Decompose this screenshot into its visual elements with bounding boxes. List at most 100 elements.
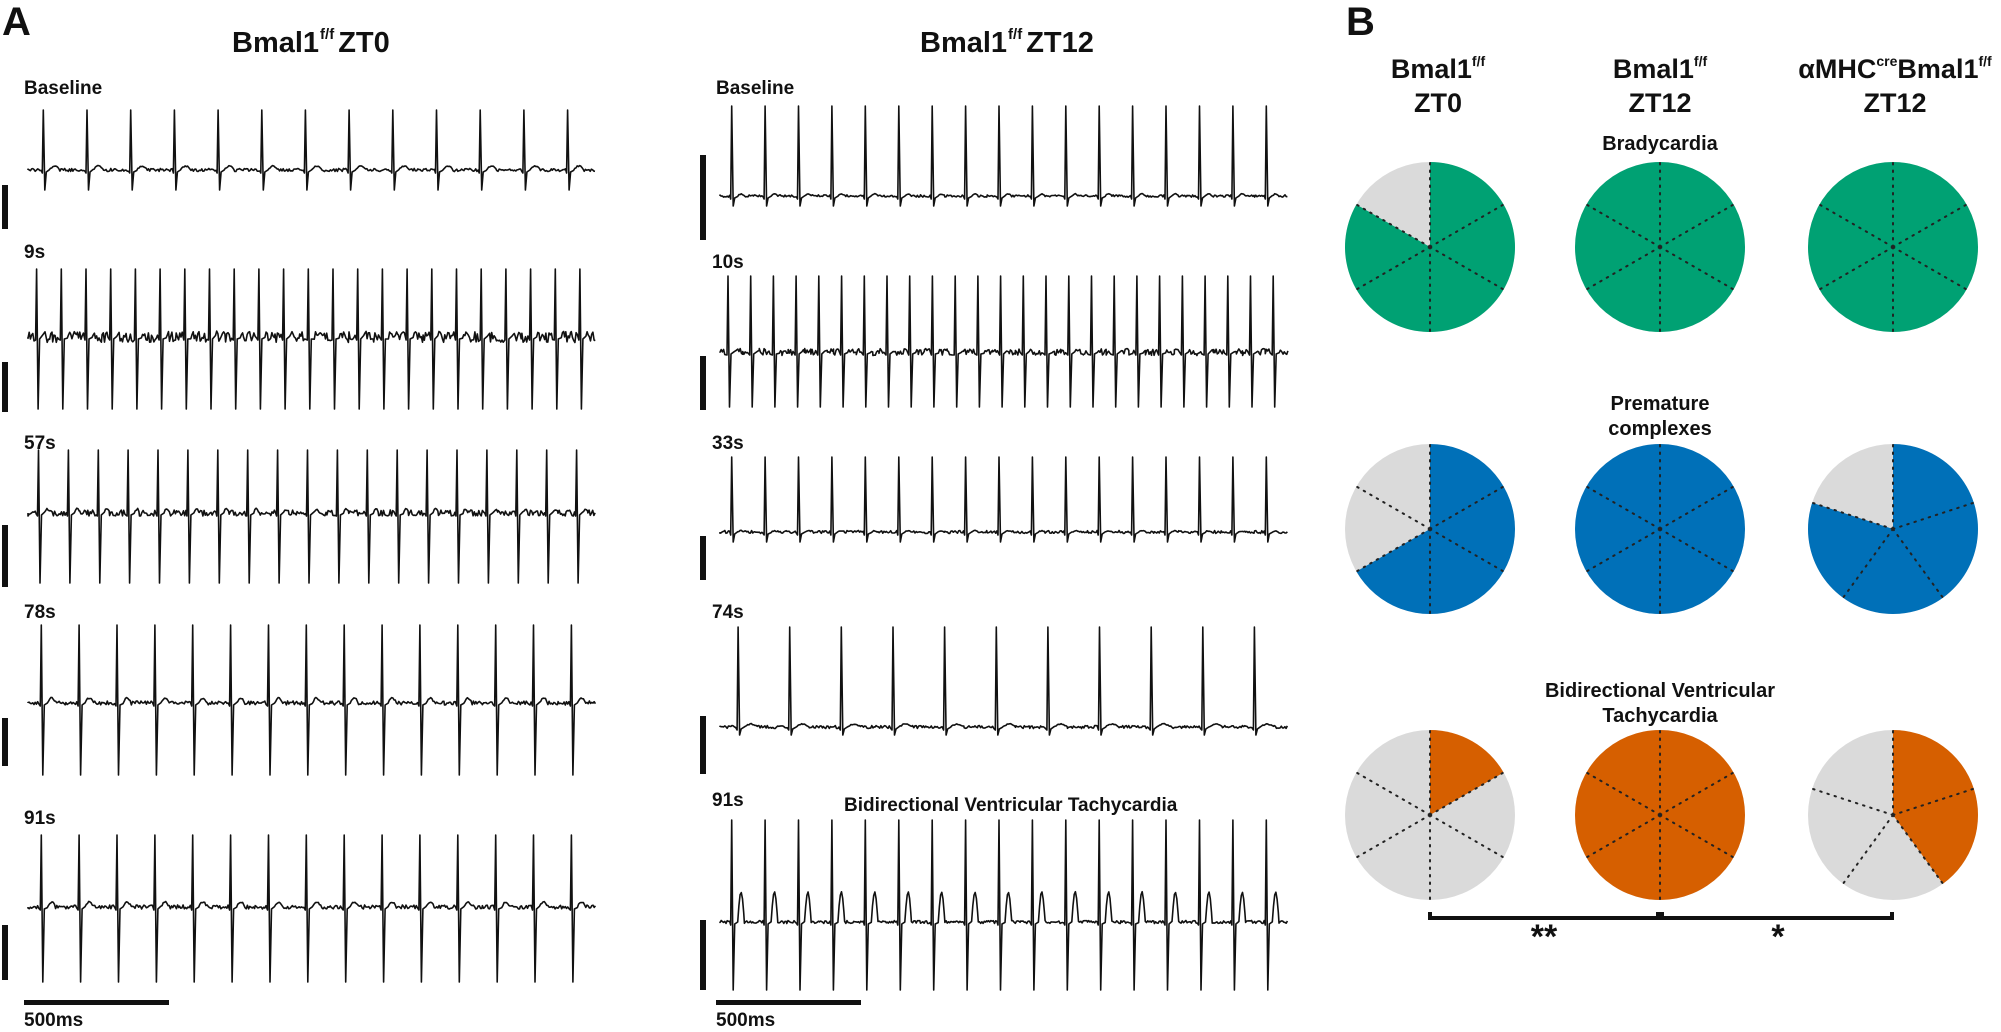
row-title-bvt: Bidirectional Ventricular Tachycardia: [1510, 679, 1810, 729]
group-header-zt0: Bmal1f/f ZT0: [1388, 44, 1488, 120]
pie-divider: [1659, 203, 1735, 248]
title-name: Bmal1: [920, 27, 1008, 59]
pie-divider: [1585, 203, 1661, 248]
row-title-line: Bradycardia: [1602, 133, 1718, 155]
ecg-waveform: [719, 626, 1289, 736]
ecg-waveform: [27, 449, 596, 584]
pie-divider: [1659, 814, 1735, 859]
pie-divider: [1659, 528, 1735, 573]
panel-b-letter: B: [1346, 0, 1375, 44]
trace-label: 10s: [712, 252, 744, 273]
group-header-amhc: αMHCcreBmal1f/f ZT12: [1790, 44, 2000, 120]
pie-divider: [1892, 787, 1975, 816]
significance-stars-left: **: [1530, 918, 1558, 956]
ecg-waveform: [719, 456, 1288, 543]
title-sup: f/f: [1008, 26, 1023, 43]
group-prefix-sup: cre: [1876, 53, 1898, 69]
trace-label: 9s: [24, 242, 46, 263]
pie-divider: [1892, 203, 1968, 248]
pie-divider: [1818, 246, 1894, 291]
group-sup: f/f: [1693, 53, 1708, 69]
trace-label: 74s: [712, 602, 744, 623]
group-prefix: αMHC: [1798, 54, 1877, 84]
pie-bvt-zt12: [1575, 729, 1745, 901]
group-line2: ZT12: [1628, 88, 1692, 118]
pie-divider: [1811, 787, 1894, 816]
group-sup: f/f: [1471, 53, 1486, 69]
pie-bvt-zt0: [1345, 729, 1515, 901]
pie-affected-slice: [1893, 730, 1979, 884]
pie-premature-zt0: [1345, 443, 1516, 615]
panel-a-left-title: Bmal1f/f ZT0: [232, 26, 390, 60]
group-line2: ZT12: [1863, 88, 1927, 118]
trace-label: Baseline: [716, 78, 795, 99]
bvt-annotation: Bidirectional Ventricular Tachycardia: [844, 795, 1178, 816]
ecg-waveform: [719, 819, 1289, 991]
trace-label: 91s: [712, 790, 744, 811]
significance-stars-right: *: [1771, 918, 1785, 956]
amplitude-scale-bar: [2, 925, 8, 980]
pie-divider: [1892, 528, 1944, 599]
ecg-waveform: [27, 109, 596, 191]
trace-label: 91s: [24, 808, 56, 829]
trace-label: 78s: [24, 602, 56, 623]
row-title-bradycardia: Bradycardia: [1560, 132, 1760, 157]
pie-divider: [1355, 203, 1431, 248]
panel-a-right-title: Bmal1f/f ZT12: [920, 26, 1094, 60]
pie-divider: [1429, 528, 1505, 573]
title-name: Bmal1: [232, 27, 320, 59]
pie-divider: [1429, 814, 1505, 859]
amplitude-scale-bar: [2, 185, 8, 229]
time-scale-label: 500ms: [716, 1010, 776, 1031]
amplitude-scale-bar: [2, 718, 8, 766]
pie-divider: [1811, 501, 1894, 530]
time-scale-label: 500ms: [24, 1010, 84, 1031]
group-name: Bmal1: [1612, 54, 1694, 84]
pie-divider: [1429, 771, 1505, 816]
title-suffix: ZT12: [1026, 27, 1094, 59]
group-name: Bmal1: [1390, 54, 1472, 84]
pie-affected-slice: [1356, 444, 1516, 614]
pie-bradycardia-zt12: [1575, 161, 1745, 333]
pie-divider: [1585, 246, 1661, 291]
pie-divider: [1892, 246, 1968, 291]
ecg-waveform: [27, 268, 596, 410]
significance-bracket-right: [1660, 912, 1894, 920]
time-scale-bar: [24, 1000, 169, 1005]
group-name: Bmal1: [1897, 54, 1979, 84]
row-title-line: Premature: [1610, 393, 1710, 415]
pie-bvt-amhc: [1808, 729, 1979, 900]
trace-label: 33s: [712, 433, 744, 454]
pie-divider: [1659, 485, 1735, 530]
pie-divider: [1585, 485, 1661, 530]
pie-divider: [1659, 771, 1735, 816]
pie-divider: [1585, 814, 1661, 859]
pie-divider: [1892, 814, 1944, 885]
pie-divider: [1818, 203, 1894, 248]
row-title-line: complexes: [1608, 418, 1712, 440]
significance-bracket-left: [1428, 912, 1660, 920]
pie-divider: [1585, 528, 1661, 573]
pie-divider: [1355, 528, 1431, 573]
ecg-waveform: [27, 834, 597, 983]
row-title-line: Tachycardia: [1602, 705, 1718, 727]
ecg-waveform: [27, 624, 597, 776]
pie-divider: [1842, 814, 1894, 885]
amplitude-scale-bar: [700, 155, 706, 240]
group-header-zt12: Bmal1f/f ZT12: [1610, 44, 1710, 120]
pie-divider: [1842, 528, 1894, 599]
pie-divider: [1659, 246, 1735, 291]
time-scale-bar: [716, 1000, 861, 1005]
pie-bradycardia-amhc: [1808, 161, 1978, 333]
pie-divider: [1355, 485, 1431, 530]
pie-premature-zt12: [1575, 443, 1745, 615]
pie-divider: [1355, 814, 1431, 859]
